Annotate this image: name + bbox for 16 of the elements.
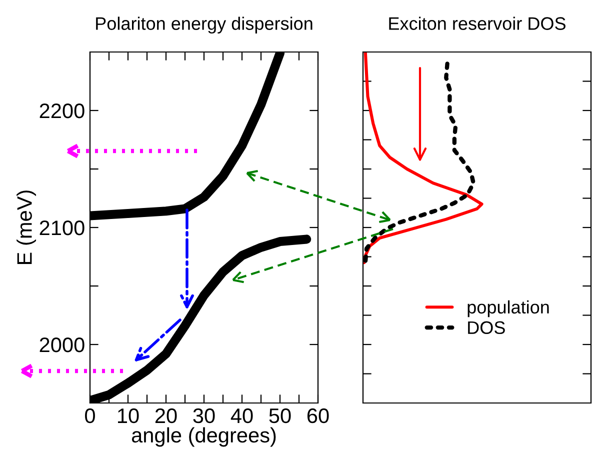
x-tick-label: 30 bbox=[193, 408, 215, 424]
x-tick-label: 20 bbox=[155, 408, 177, 424]
x-tick-label: 0 bbox=[85, 408, 95, 424]
legend-label: population bbox=[468, 300, 549, 318]
chart-title: Exciton reservoir DOS bbox=[389, 16, 566, 30]
x-axis-title: angle (degrees) bbox=[132, 427, 276, 447]
x-tick-label: 40 bbox=[230, 408, 253, 424]
y-axis-title: E (meV) bbox=[16, 190, 36, 264]
x-tick-label: 10 bbox=[118, 408, 139, 424]
x-tick-label: 50 bbox=[269, 408, 291, 424]
x-tick-label: 60 bbox=[307, 408, 329, 424]
legend-label: DOS bbox=[468, 321, 505, 334]
y-tick-label: 2100 bbox=[40, 220, 84, 236]
y-tick-label: 2000 bbox=[40, 338, 84, 352]
y-tick-label: 2200 bbox=[40, 104, 84, 118]
chart-title: Polariton energy dispersion bbox=[96, 16, 312, 34]
